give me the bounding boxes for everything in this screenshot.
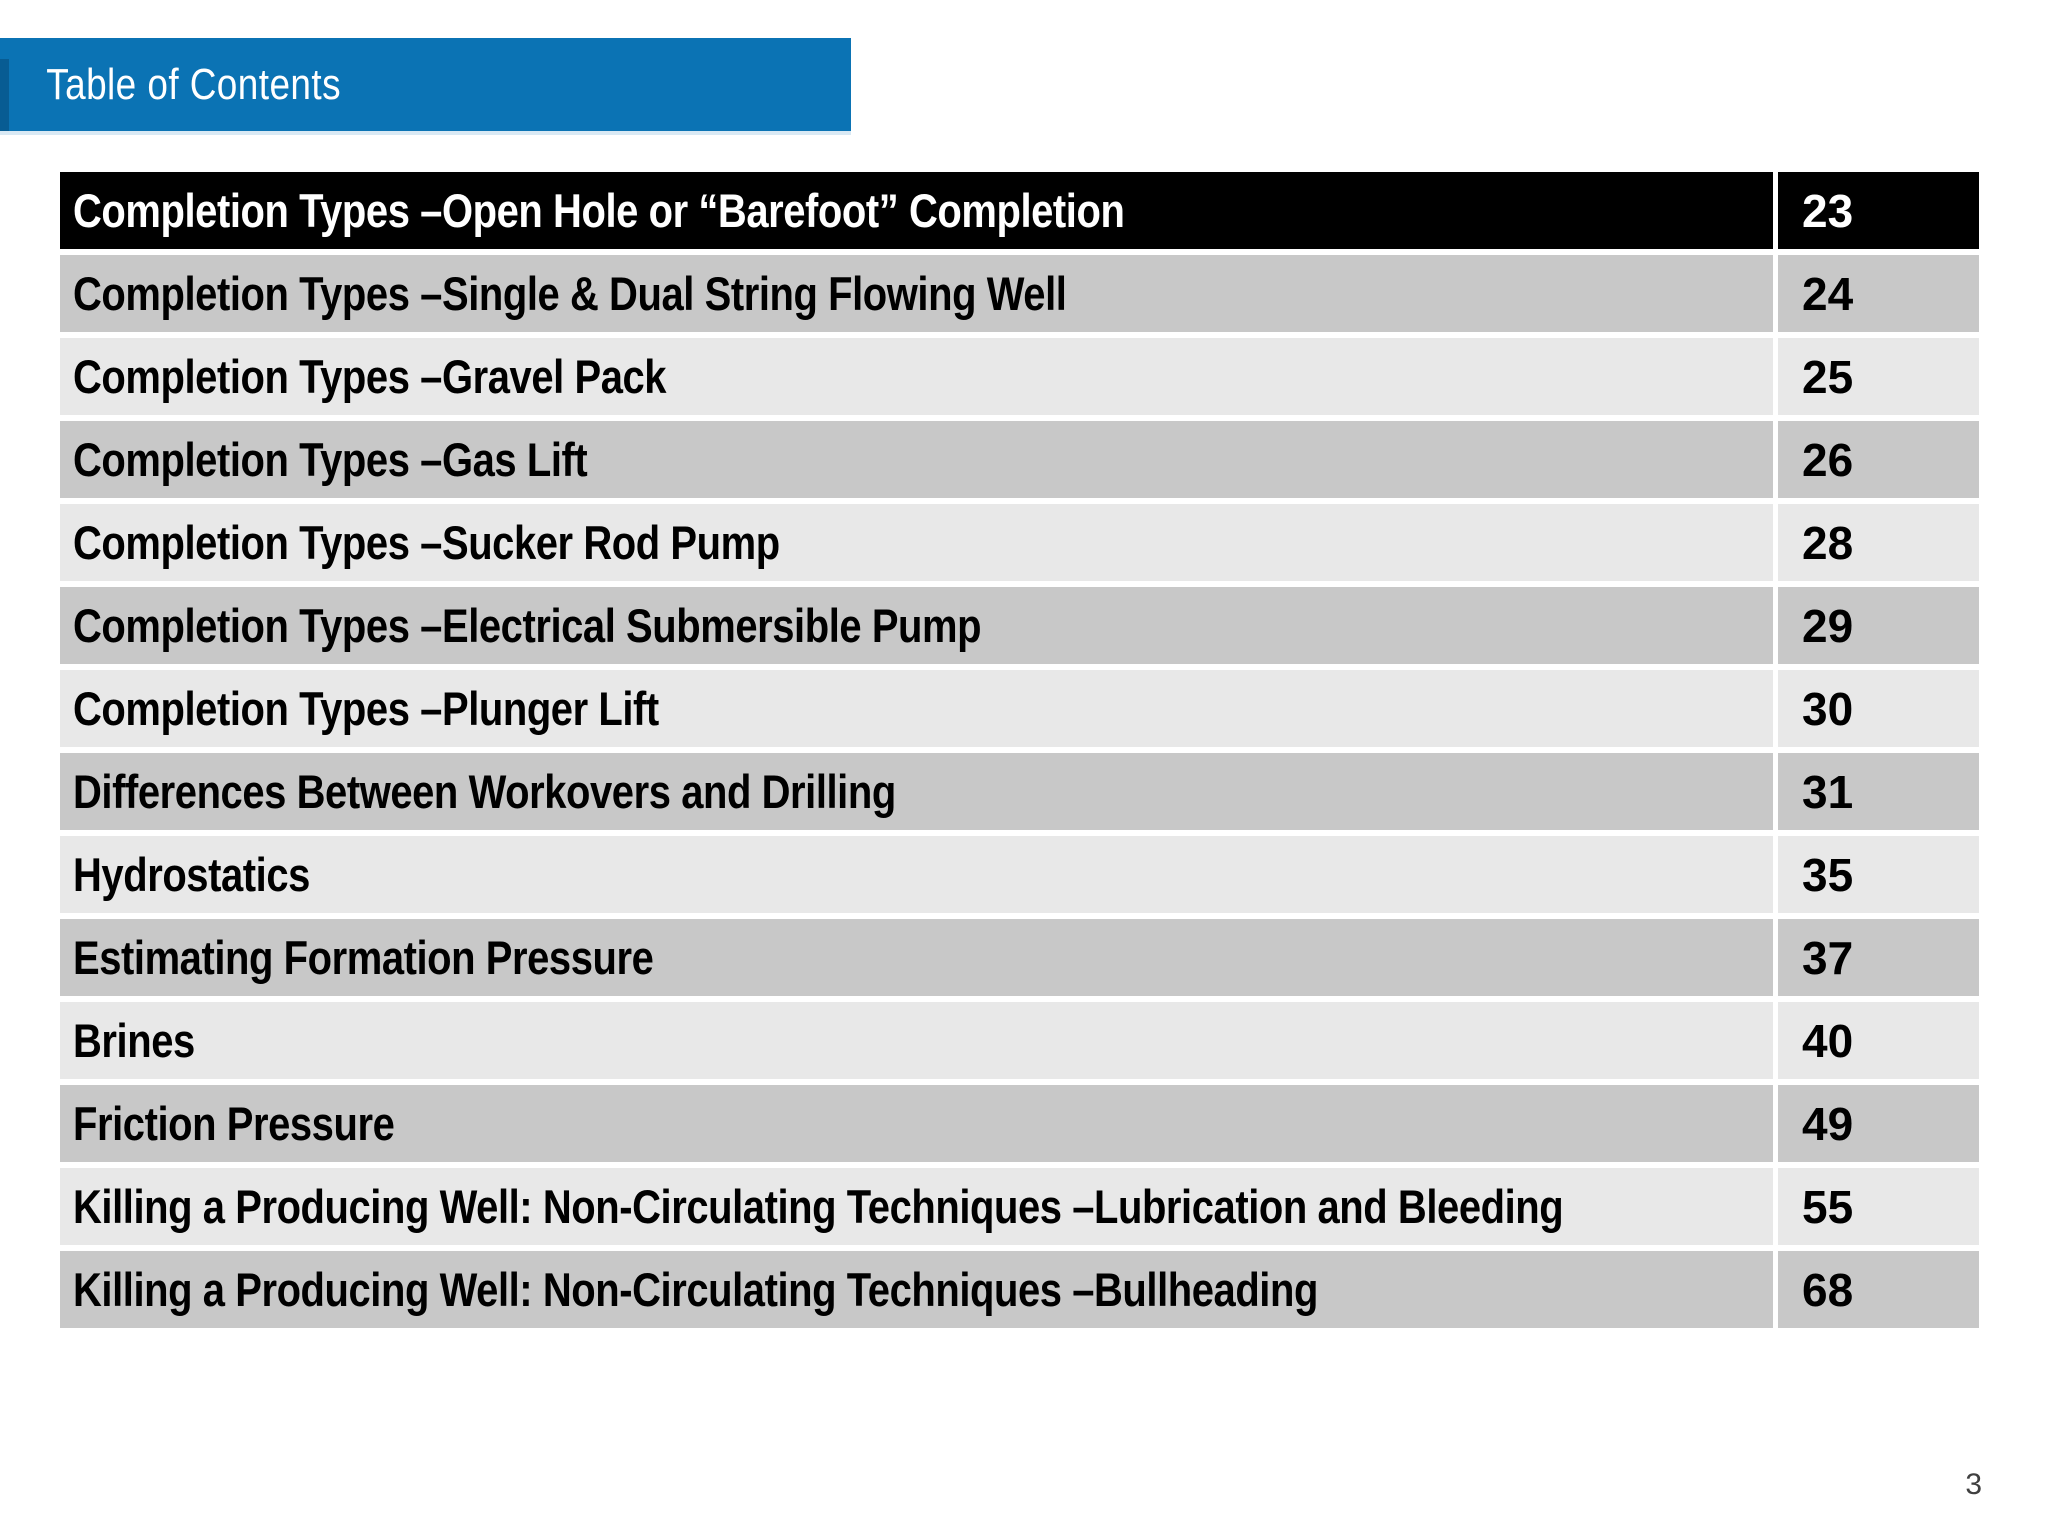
table-row: Differences Between Workovers and Drilli… [60,753,1979,830]
slide-title: Table of Contents [46,59,342,109]
toc-entry-page: 29 [1773,587,1979,664]
toc-entry-title: Completion Types –Gas Lift [73,433,588,486]
table-row: Killing a Producing Well: Non-Circulatin… [60,1251,1979,1328]
toc-entry-title: Differences Between Workovers and Drilli… [73,765,896,818]
toc-entry-title-cell: Killing a Producing Well: Non-Circulatin… [60,1168,1773,1245]
toc-entry-page: 55 [1773,1168,1979,1245]
toc-entry-page: 28 [1773,504,1979,581]
toc-entry-title: Friction Pressure [73,1097,395,1150]
toc-entry-title-cell: Friction Pressure [60,1085,1773,1162]
table-row: Friction Pressure 49 [60,1085,1979,1162]
toc-entry-title: Completion Types –Plunger Lift [73,682,659,735]
toc-entry-title: Completion Types –Electrical Submersible… [73,599,982,652]
table-row: Killing a Producing Well: Non-Circulatin… [60,1168,1979,1245]
table-row: Brines 40 [60,1002,1979,1079]
toc-entry-title-cell: Completion Types –Sucker Rod Pump [60,504,1773,581]
toc-entry-title: Estimating Formation Pressure [73,931,654,984]
toc-entry-title-cell: Completion Types –Gravel Pack [60,338,1773,415]
toc-entry-title-cell: Killing a Producing Well: Non-Circulatin… [60,1251,1773,1328]
table-row: Completion Types –Gravel Pack 25 [60,338,1979,415]
toc-entry-title: Killing a Producing Well: Non-Circulatin… [73,1180,1564,1233]
toc-entry-title-cell: Completion Types –Open Hole or “Barefoot… [60,172,1773,249]
toc-entry-title-cell: Brines [60,1002,1773,1079]
toc-entry-title: Hydrostatics [73,848,310,901]
table-row: Completion Types –Single & Dual String F… [60,255,1979,332]
toc-entry-page: 31 [1773,753,1979,830]
table-row: Completion Types –Open Hole or “Barefoot… [60,172,1979,249]
table-row: Estimating Formation Pressure 37 [60,919,1979,996]
toc-entry-title-cell: Differences Between Workovers and Drilli… [60,753,1773,830]
table-row: Completion Types –Gas Lift 26 [60,421,1979,498]
toc-table: Completion Types –Open Hole or “Barefoot… [60,172,1979,1328]
toc-entry-title-cell: Completion Types –Electrical Submersible… [60,587,1773,664]
toc-entry-page: 49 [1773,1085,1979,1162]
table-row: Completion Types –Electrical Submersible… [60,587,1979,664]
toc-entry-page: 24 [1773,255,1979,332]
toc-entry-title-cell: Completion Types –Gas Lift [60,421,1773,498]
toc-entry-page: 37 [1773,919,1979,996]
slide-page-number: 3 [1965,1468,1982,1501]
toc-entry-page: 40 [1773,1002,1979,1079]
toc-entry-title: Completion Types –Sucker Rod Pump [73,516,780,569]
toc-entry-title: Brines [73,1014,195,1067]
toc-entry-page: 26 [1773,421,1979,498]
table-row: Completion Types –Sucker Rod Pump 28 [60,504,1979,581]
toc-entry-page: 35 [1773,836,1979,913]
toc-entry-title: Completion Types –Gravel Pack [73,350,667,403]
toc-entry-title: Completion Types –Single & Dual String F… [73,267,1067,320]
slide-title-bar: Table of Contents [0,38,851,135]
table-row: Hydrostatics 35 [60,836,1979,913]
toc-entry-page: 25 [1773,338,1979,415]
toc-entry-page: 68 [1773,1251,1979,1328]
toc-entry-title: Completion Types –Open Hole or “Barefoot… [73,184,1125,237]
toc-entry-page: 23 [1773,172,1979,249]
table-row: Completion Types –Plunger Lift 30 [60,670,1979,747]
toc-entry-title-cell: Hydrostatics [60,836,1773,913]
toc-entry-page: 30 [1773,670,1979,747]
toc-entry-title-cell: Completion Types –Plunger Lift [60,670,1773,747]
toc-entry-title-cell: Estimating Formation Pressure [60,919,1773,996]
toc-entry-title-cell: Completion Types –Single & Dual String F… [60,255,1773,332]
toc-entry-title: Killing a Producing Well: Non-Circulatin… [73,1263,1318,1316]
